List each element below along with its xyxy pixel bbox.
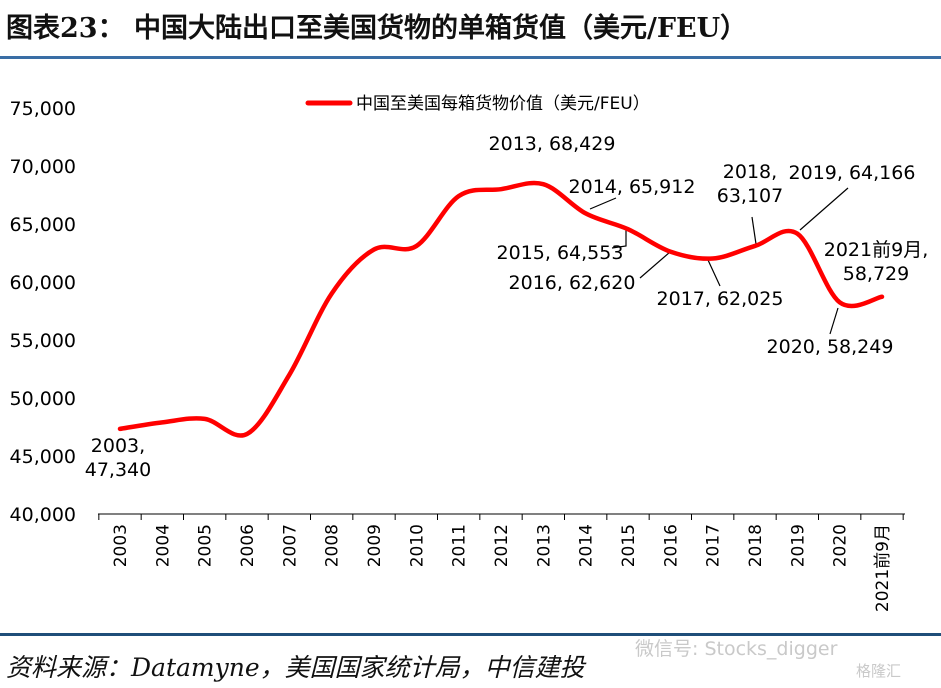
y-tick-label: 65,000 (10, 214, 76, 236)
data-point (245, 432, 249, 436)
data-point (668, 250, 672, 254)
x-tick-label: 2014 (577, 524, 597, 567)
page-title: 图表23： 中国大陆出口至美国货物的单箱货值（美元/FEU） (6, 13, 748, 44)
source-note: 资料来源：Datamyne，美国国家统计局，中信建投 (6, 653, 585, 682)
x-tick-label: 2010 (407, 524, 427, 567)
x-tick-label: 2021前9月 (873, 524, 893, 612)
y-tick-label: 40,000 (10, 504, 76, 526)
watermark-badge: 格隆汇 (856, 662, 902, 680)
data-point (626, 227, 630, 231)
x-tick-label: 2018 (746, 524, 766, 567)
data-point (414, 244, 418, 248)
data-point (287, 373, 291, 377)
data-point (711, 257, 715, 261)
annotation-leader (829, 307, 839, 335)
y-axis: 40,000 45,000 50,000 55,000 60,000 65,000 70,0… (10, 98, 76, 526)
data-point (880, 295, 884, 299)
data-point (118, 427, 122, 431)
data-label: 2021前9月, (824, 239, 928, 261)
data-label: 2013, 68,429 (489, 133, 616, 155)
x-tick-label: 2015 (619, 524, 639, 567)
annotation-leader (707, 259, 721, 287)
x-axis: 2003 2004 2005 2006 2007 2008 2009 2010 2011 2012… (98, 513, 905, 612)
y-tick-label: 60,000 (10, 272, 76, 294)
y-tick-label: 75,000 (10, 98, 76, 120)
y-tick-label: 55,000 (10, 330, 76, 352)
data-label: 2020, 58,249 (767, 336, 894, 358)
x-tick-label: 2006 (238, 524, 258, 567)
x-tick-label: 2005 (196, 524, 216, 567)
data-label: 2019, 64,166 (789, 162, 916, 184)
series-group (117, 180, 885, 438)
legend: 中国至美国每箱货物价值（美元/FEU） (305, 94, 650, 114)
annotation-leader (639, 251, 671, 279)
data-point (499, 187, 503, 191)
data-labels: 2003,47,340 2013, 68,429 2014, 65,912 2015,… (85, 133, 928, 481)
data-point (203, 417, 207, 421)
watermark: 微信号: Stocks_digger (635, 638, 838, 660)
x-tick-label: 2004 (153, 524, 173, 567)
x-tick-label: 2013 (534, 524, 554, 567)
x-tick-label: 2020 (831, 524, 851, 567)
annotation-leaders (589, 187, 849, 335)
data-point (372, 248, 376, 252)
data-point (457, 194, 461, 198)
x-tick-label: 2003 (111, 524, 131, 567)
source-rule (0, 633, 941, 636)
annotation-leader (589, 197, 617, 210)
x-tick-label: 2011 (450, 524, 470, 567)
data-point (330, 292, 334, 296)
x-tick-label: 2012 (492, 524, 512, 567)
data-label: 2014, 65,912 (569, 176, 696, 198)
legend-label: 中国至美国每箱货物价值（美元/FEU） (356, 94, 650, 114)
y-tick-label: 45,000 (10, 446, 76, 468)
data-label: 2016, 62,620 (509, 272, 636, 294)
x-tick-label: 2017 (704, 524, 724, 567)
data-point (838, 300, 842, 304)
data-point (541, 182, 545, 186)
data-label: 2017, 62,025 (657, 288, 784, 310)
data-label: 2003, (91, 435, 145, 457)
y-tick-label: 50,000 (10, 388, 76, 410)
annotation-leader (751, 216, 757, 245)
y-tick-label: 70,000 (10, 156, 76, 178)
data-point (160, 420, 164, 424)
x-tick-label: 2016 (661, 524, 681, 567)
data-label: 2015, 64,553 (497, 242, 624, 264)
x-tick-label: 2019 (788, 524, 808, 567)
title-rule (0, 56, 941, 59)
annotation-leader (611, 230, 627, 249)
data-label: 63,107 (717, 185, 783, 207)
data-point (584, 211, 588, 215)
x-tick-label: 2007 (280, 524, 300, 567)
x-tick-label: 2009 (365, 524, 385, 567)
data-label: 58,729 (843, 263, 909, 285)
data-point (795, 232, 799, 236)
line-chart: 40,000 45,000 50,000 55,000 60,000 65,000 70,0… (10, 94, 929, 612)
x-tick-label: 2008 (323, 524, 343, 567)
data-label: 2018, (723, 161, 777, 183)
annotation-leader (799, 187, 849, 231)
data-label: 47,340 (85, 459, 151, 481)
data-point (753, 244, 757, 248)
